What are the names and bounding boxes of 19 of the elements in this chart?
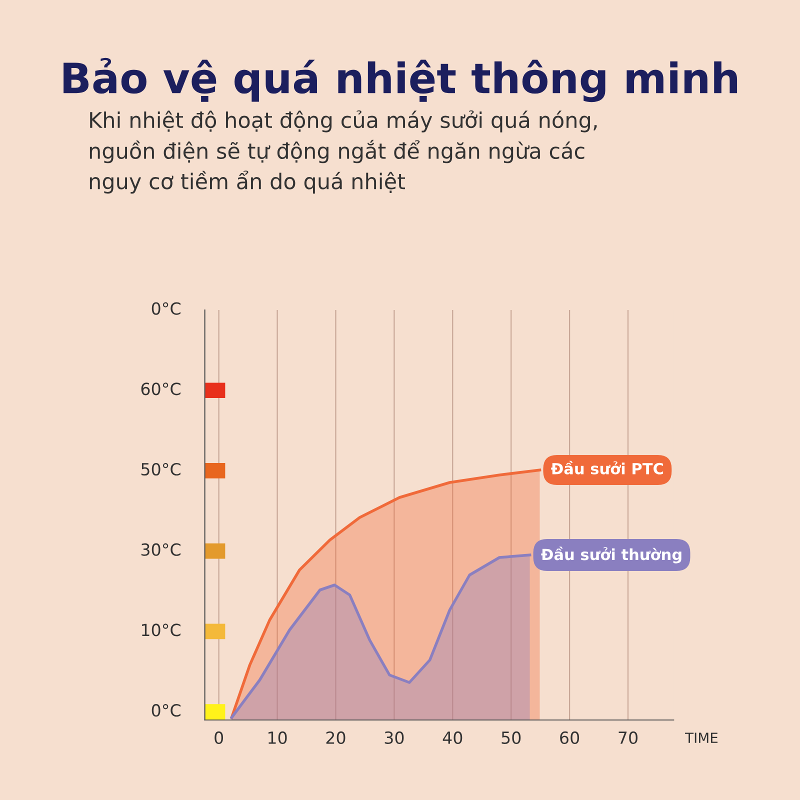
- x-tick-label: 70: [618, 731, 638, 744]
- series-label: Đầu sưởi thường: [541, 546, 682, 564]
- chart-subtitle: Khi nhiệt độ hoạt động của máy sưởi quá nóng, nguồn điện sẽ tự động ngắt để ngăn ngừa các nguy cơ tiềm ẩn do quá nhiệt: [90, 110, 597, 194]
- x-tick-label: 30: [384, 731, 404, 744]
- series-label: Đầu sưởi PTC: [551, 460, 664, 474]
- text: 30°C: [141, 543, 180, 556]
- x-tick-label: 20: [326, 731, 346, 744]
- text: 10°C: [142, 624, 180, 636]
- x-tick-label: 0: [214, 731, 224, 744]
- text: 0°C: [152, 704, 180, 717]
- text: 60°C: [141, 382, 180, 396]
- x-axis-title: TIME: [685, 732, 718, 743]
- text: 0°C: [152, 302, 180, 315]
- x-tick-label: 10: [268, 731, 287, 744]
- chart-title: Bảo vệ quá nhiệt thông minh: [64, 58, 738, 102]
- text: 50°C: [141, 462, 180, 476]
- x-tick-label: 60: [560, 731, 580, 744]
- x-tick-label: 50: [502, 731, 521, 744]
- x-tick-label: 40: [442, 731, 462, 744]
